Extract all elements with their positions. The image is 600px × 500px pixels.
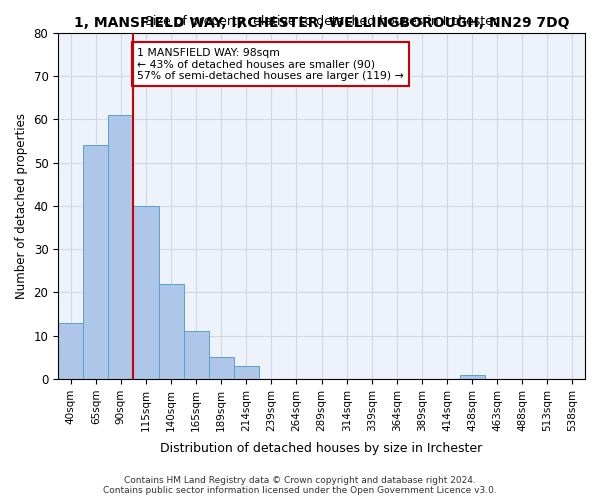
Text: Contains HM Land Registry data © Crown copyright and database right 2024.
Contai: Contains HM Land Registry data © Crown c… xyxy=(103,476,497,495)
Bar xyxy=(109,115,133,379)
Bar xyxy=(83,145,109,379)
Text: Size of property relative to detached houses in Irchester: Size of property relative to detached ho… xyxy=(145,16,498,28)
Bar xyxy=(158,284,184,379)
Bar xyxy=(184,332,209,379)
Bar xyxy=(209,358,234,379)
Bar xyxy=(460,374,485,379)
Bar xyxy=(133,206,158,379)
Title: 1, MANSFIELD WAY, IRCHESTER, WELLINGBOROUGH, NN29 7DQ: 1, MANSFIELD WAY, IRCHESTER, WELLINGBORO… xyxy=(74,16,569,30)
Bar xyxy=(58,322,83,379)
Text: 1 MANSFIELD WAY: 98sqm
← 43% of detached houses are smaller (90)
57% of semi-det: 1 MANSFIELD WAY: 98sqm ← 43% of detached… xyxy=(137,48,404,81)
Bar xyxy=(234,366,259,379)
X-axis label: Distribution of detached houses by size in Irchester: Distribution of detached houses by size … xyxy=(160,442,483,455)
Y-axis label: Number of detached properties: Number of detached properties xyxy=(15,113,28,299)
